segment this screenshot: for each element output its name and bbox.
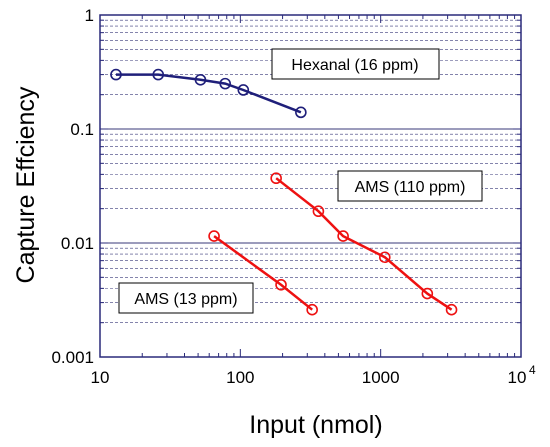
annotation-hexanal: Hexanal (16 ppm)	[271, 48, 440, 80]
axis-ticks	[99, 14, 522, 358]
x-tick-label: 10	[508, 368, 527, 387]
x-axis-label: Input (nmol)	[249, 411, 382, 439]
plot-frame	[99, 14, 522, 358]
annotation-text: AMS (13 ppm)	[134, 291, 237, 308]
x-tick-label: 10	[91, 368, 110, 387]
data-point	[110, 68, 122, 81]
data-point	[208, 230, 220, 242]
annotation-box	[271, 48, 440, 80]
x-tick-label: 100	[226, 368, 254, 387]
series-line	[116, 73, 302, 114]
data-point	[152, 68, 165, 81]
y-tick-label: 0.1	[70, 120, 94, 139]
data-point	[337, 230, 349, 242]
series-ams-110-ppm	[270, 172, 458, 316]
series-hexanal-16-ppm	[110, 68, 307, 119]
data-point	[295, 106, 307, 119]
series-line	[213, 235, 313, 311]
y-axis-label: Capture Effciency	[12, 86, 40, 283]
data-point	[194, 74, 207, 86]
data-point	[312, 205, 325, 218]
data-point	[378, 251, 391, 264]
x-tick-label: 1000	[362, 368, 400, 387]
data-point	[445, 303, 458, 316]
data-point	[275, 278, 287, 291]
series-layer	[110, 68, 458, 316]
annotation-ams-110: AMS (110 ppm)	[337, 170, 483, 202]
data-point	[219, 77, 231, 90]
series-ams-13-ppm	[208, 230, 318, 316]
grid-lines	[100, 19, 521, 358]
data-point	[237, 84, 250, 96]
y-tick-label: 0.01	[61, 234, 94, 253]
y-tick-label: 1	[85, 6, 94, 25]
annotation-ams-13: AMS (13 ppm)	[118, 282, 254, 314]
data-point	[421, 287, 434, 300]
data-point	[270, 172, 282, 185]
annotation-text: Hexanal (16 ppm)	[291, 57, 418, 74]
y-tick-label: 0.001	[51, 348, 94, 367]
data-point	[306, 303, 318, 316]
x-tick-exponent: 4	[529, 363, 536, 377]
annotation-text: AMS (110 ppm)	[355, 179, 466, 196]
annotation-box	[337, 170, 483, 202]
annotation-box	[118, 282, 254, 314]
